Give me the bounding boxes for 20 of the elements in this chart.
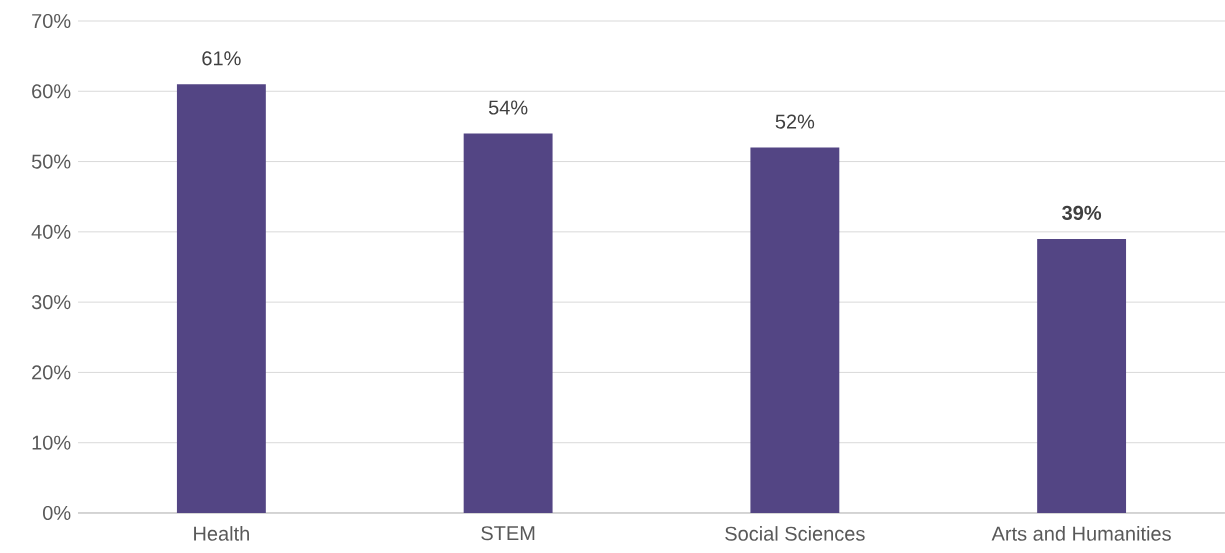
y-tick-label: 70% xyxy=(32,13,71,29)
bar xyxy=(1037,238,1127,513)
y-tick-label: 10% xyxy=(32,435,71,450)
bar xyxy=(176,84,266,513)
data-label: 39% xyxy=(1062,205,1102,221)
bar xyxy=(750,147,840,513)
x-tick-label: STEM xyxy=(481,526,535,541)
bar xyxy=(463,133,553,513)
y-tick-label: 20% xyxy=(32,365,71,380)
y-tick-label: 0% xyxy=(43,505,71,521)
x-tick-label: Health xyxy=(194,526,249,541)
x-tick-label: Social Sciences xyxy=(725,526,865,541)
y-tick-label: 30% xyxy=(31,295,71,310)
y-tick-label: 60% xyxy=(32,84,71,99)
data-label: 52% xyxy=(775,114,815,129)
x-tick-label: Arts and Humanities xyxy=(991,526,1171,541)
y-tick-label: 50% xyxy=(31,154,71,169)
data-label: 54% xyxy=(488,100,528,115)
y-tick-label: 40% xyxy=(31,224,71,239)
data-label: 61% xyxy=(202,51,241,66)
